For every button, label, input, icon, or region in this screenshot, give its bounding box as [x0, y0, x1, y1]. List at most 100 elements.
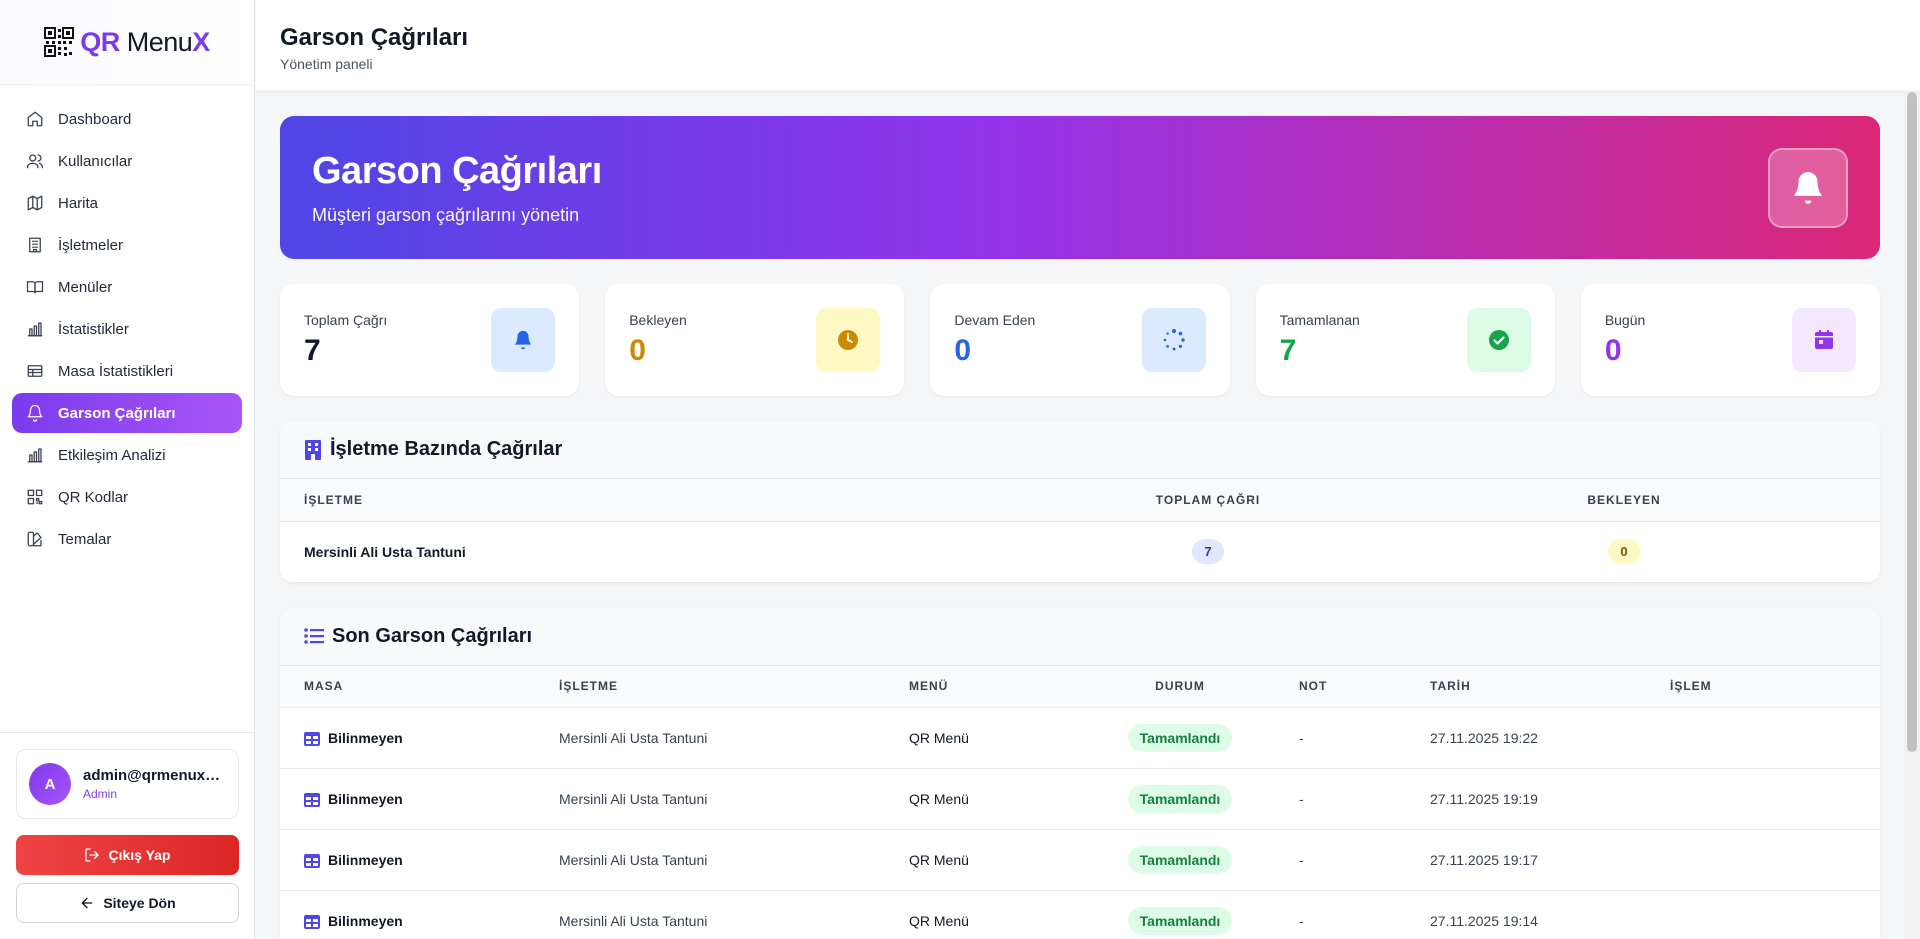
sidebar-item-map[interactable]: Harita — [12, 183, 242, 223]
sidebar-item-waiter-calls[interactable]: Garson Çağrıları — [12, 393, 242, 433]
check-circle-icon — [1466, 308, 1531, 372]
bell-icon — [27, 404, 43, 422]
sidebar-item-qr-codes[interactable]: QR Kodlar — [12, 477, 242, 517]
page-scrollbar[interactable] — [1904, 92, 1920, 939]
call-date: 27.11.2025 19:19 — [1406, 768, 1646, 830]
stat-card-total: Toplam Çağrı 7 — [280, 284, 580, 396]
column-header[interactable]: MASA — [280, 665, 535, 708]
list-icon — [304, 628, 324, 644]
status-badge: Tamamlandı — [1127, 724, 1233, 752]
section-header: İşletme Bazında Çağrılar — [280, 421, 1880, 479]
actions-cell — [1646, 890, 1880, 939]
user-card[interactable]: A admin@qrmenux.c... Admin — [16, 749, 239, 819]
table-name: Bilinmeyen — [328, 851, 403, 868]
stat-label: Toplam Çağrı — [304, 312, 388, 328]
column-header[interactable]: BEKLEYEN — [1368, 479, 1880, 522]
sidebar-item-dashboard[interactable]: Dashboard — [12, 99, 242, 139]
avatar: A — [29, 763, 71, 805]
book-icon — [26, 281, 44, 294]
column-header[interactable]: İŞLEM — [1646, 665, 1880, 708]
home-icon — [27, 111, 43, 127]
bar-chart-icon — [27, 448, 43, 463]
stat-value: 0 — [954, 334, 972, 367]
table-icon — [304, 732, 320, 747]
sidebar-item-label: QR Kodlar — [58, 488, 129, 506]
menu-name: QR Menü — [885, 890, 1085, 939]
arrow-left-icon — [81, 897, 93, 909]
scrollbar-thumb[interactable] — [1907, 92, 1917, 752]
table-row: Bilinmeyen Mersinli Ali Usta Tantuni QR … — [280, 829, 1880, 891]
section-title: Son Garson Çağrıları — [332, 624, 533, 647]
hero-title: Garson Çağrıları — [312, 150, 602, 192]
business-name: Mersinli Ali Usta Tantuni — [535, 890, 885, 939]
back-to-site-button[interactable]: Siteye Dön — [16, 883, 239, 923]
section-title: İşletme Bazında Çağrılar — [330, 438, 563, 460]
status-badge: Tamamlandı — [1127, 846, 1233, 874]
sidebar-item-label: Temalar — [58, 530, 112, 548]
table-name: Bilinmeyen — [328, 729, 403, 746]
note: - — [1275, 768, 1406, 830]
sidebar-item-statistics[interactable]: İstatistikler — [12, 309, 242, 349]
qr-logo-icon — [44, 27, 75, 57]
sidebar-nav: Dashboard Kullanıcılar Harita İşletmeler… — [0, 85, 254, 559]
sidebar-item-label: Garson Çağrıları — [58, 404, 176, 422]
sidebar-item-businesses[interactable]: İşletmeler — [12, 225, 242, 265]
column-header[interactable]: İŞLETME — [280, 479, 1048, 522]
call-date: 27.11.2025 19:17 — [1406, 829, 1646, 891]
business-name: Mersinli Ali Usta Tantuni — [535, 707, 885, 769]
menu-name: QR Menü — [885, 829, 1085, 891]
bell-icon — [491, 308, 556, 372]
sidebar-item-label: Dashboard — [58, 110, 132, 128]
actions-cell — [1646, 707, 1880, 769]
column-header[interactable]: İŞLETME — [535, 665, 885, 708]
stat-label: Tamamlanan — [1279, 312, 1360, 328]
column-header[interactable]: MENÜ — [885, 665, 1085, 708]
actions-cell — [1646, 768, 1880, 830]
stats-row: Toplam Çağrı 7 Bekleyen 0 Devam Eden 0 T… — [280, 284, 1881, 396]
sidebar-item-themes[interactable]: Temalar — [12, 519, 242, 559]
business-calls-table: İŞLETME TOPLAM ÇAĞRI BEKLEYEN Mersinli A… — [280, 479, 1880, 583]
sidebar-item-label: Etkileşim Analizi — [58, 446, 166, 464]
clock-icon — [816, 308, 881, 372]
stat-label: Bugün — [1604, 312, 1646, 328]
logo[interactable]: QR MenuX — [0, 0, 254, 85]
hero-subtitle: Müşteri garson çağrılarını yönetin — [312, 205, 580, 225]
business-name: Mersinli Ali Usta Tantuni — [535, 768, 885, 830]
sidebar-item-label: Harita — [58, 194, 99, 212]
table-row: Bilinmeyen Mersinli Ali Usta Tantuni QR … — [280, 768, 1880, 830]
stat-label: Devam Eden — [954, 312, 1036, 328]
sidebar-item-menus[interactable]: Menüler — [12, 267, 242, 307]
sidebar-item-label: Menüler — [58, 278, 113, 296]
column-header[interactable]: DURUM — [1085, 665, 1275, 708]
sidebar-item-engagement[interactable]: Etkileşim Analizi — [12, 435, 242, 475]
table-icon — [304, 854, 320, 869]
sidebar-footer: A admin@qrmenux.c... Admin Çıkış Yap Sit… — [0, 732, 255, 939]
table-row: Bilinmeyen Mersinli Ali Usta Tantuni QR … — [280, 890, 1880, 939]
column-header[interactable]: TARİH — [1406, 665, 1646, 708]
table-row: Bilinmeyen Mersinli Ali Usta Tantuni QR … — [280, 707, 1880, 769]
qr-icon — [27, 489, 43, 505]
table-name: Bilinmeyen — [328, 790, 403, 807]
column-header[interactable]: NOT — [1275, 665, 1406, 708]
spinner-icon — [1141, 308, 1206, 372]
recent-calls-table: MASA İŞLETME MENÜ DURUM NOT TARİH İŞLEM … — [280, 665, 1880, 939]
column-header[interactable]: TOPLAM ÇAĞRI — [1048, 479, 1368, 522]
sidebar-item-label: İstatistikler — [58, 320, 129, 338]
table-icon — [304, 915, 320, 930]
sidebar-item-table-statistics[interactable]: Masa İstatistikleri — [12, 351, 242, 391]
logout-button[interactable]: Çıkış Yap — [16, 835, 239, 875]
status-badge: Tamamlandı — [1127, 907, 1233, 935]
note: - — [1275, 890, 1406, 939]
business-name: Mersinli Ali Usta Tantuni — [535, 829, 885, 891]
palette-icon — [27, 531, 42, 547]
stat-card-completed: Tamamlanan 7 — [1255, 284, 1555, 396]
logo-prefix: QR — [80, 26, 120, 57]
page-title: Garson Çağrıları — [280, 24, 469, 51]
call-date: 27.11.2025 19:22 — [1406, 707, 1646, 769]
table-name: Bilinmeyen — [328, 912, 403, 929]
sidebar-item-label: İşletmeler — [58, 236, 124, 254]
sidebar-item-label: Kullanıcılar — [58, 152, 133, 170]
sidebar: QR MenuX Dashboard Kullanıcılar Harita İ… — [0, 0, 255, 939]
sidebar-item-users[interactable]: Kullanıcılar — [12, 141, 242, 181]
bar-chart-icon — [27, 322, 43, 337]
